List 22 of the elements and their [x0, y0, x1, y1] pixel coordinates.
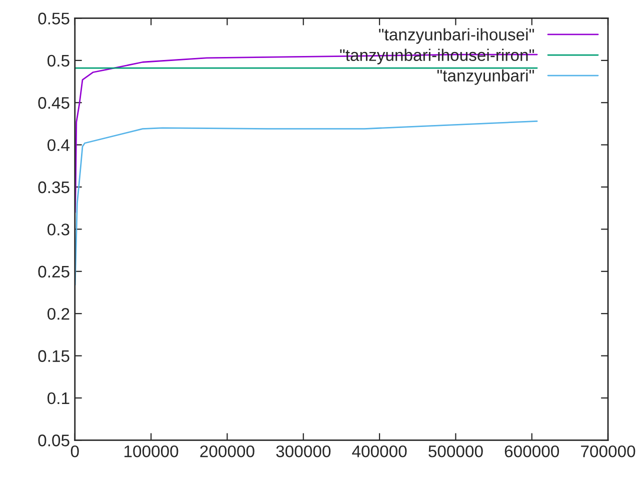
x-tick-label: 500000 [428, 445, 483, 458]
x-tick-label: 400000 [352, 445, 407, 458]
legend-label: "tanzyunbari" [437, 69, 534, 85]
x-tick-label: 200000 [200, 445, 254, 458]
y-tick-label: 0.1 [48, 392, 70, 404]
x-tick-label: 700000 [581, 445, 636, 458]
line-series [74, 120, 538, 286]
y-tick-label: 0.45 [38, 97, 70, 109]
x-tick-label: 600000 [504, 445, 559, 458]
y-tick-label: 0.5 [48, 54, 70, 67]
y-tick-label: 0.15 [38, 350, 70, 362]
y-tick-label: 0.3 [48, 224, 70, 236]
y-tick-label: 0.25 [38, 266, 70, 278]
y-tick-label: 0.2 [48, 308, 70, 320]
x-tick-label: 0 [70, 445, 79, 458]
y-tick-label: 0.05 [38, 434, 70, 446]
x-tick-label: 100000 [124, 445, 178, 458]
x-tick-label: 300000 [276, 445, 331, 458]
y-tick-label: 0.4 [48, 139, 70, 152]
y-tick-label: 0.55 [38, 12, 70, 24]
y-tick-label: 0.35 [38, 181, 70, 194]
legend-label: "tanzyunbari-ihousei" [379, 28, 534, 44]
